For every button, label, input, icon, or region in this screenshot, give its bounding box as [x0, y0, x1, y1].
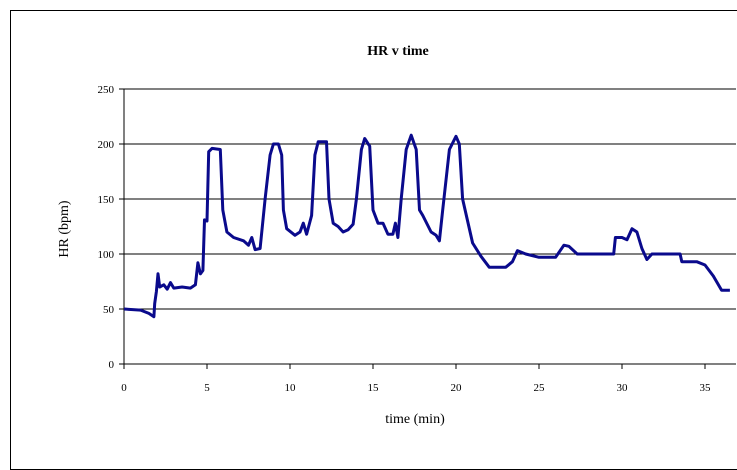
- x-axis-label: time (min): [385, 412, 445, 427]
- x-tick-label-10: 10: [285, 382, 297, 394]
- gridlines: [124, 88, 736, 310]
- x-tick-label-5: 5: [204, 382, 210, 394]
- y-tick-label-200: 200: [98, 139, 115, 151]
- x-tick-label-30: 30: [617, 382, 629, 394]
- x-tick-label-35: 35: [700, 382, 712, 394]
- y-tick-label-0: 0: [109, 359, 115, 371]
- x-tick-label-20: 20: [451, 382, 463, 394]
- x-tick-label-15: 15: [368, 382, 380, 394]
- y-tick-label-250: 250: [98, 84, 115, 96]
- y-axis-label: HR (bpm): [57, 200, 72, 258]
- y-tick-labels: 0 50 100 150 200 250: [98, 84, 115, 371]
- series-line-hr: [123, 133, 730, 319]
- axes: [119, 88, 736, 369]
- y-tick-label-150: 150: [98, 194, 115, 206]
- x-tick-label-25: 25: [534, 382, 546, 394]
- chart-title: HR v time: [367, 44, 428, 59]
- y-tick-label-50: 50: [103, 304, 115, 316]
- x-tick-labels: 0 5 10 15 20 25 30 35: [121, 382, 711, 394]
- x-tick-label-0: 0: [121, 382, 127, 394]
- y-tick-label-100: 100: [98, 249, 115, 261]
